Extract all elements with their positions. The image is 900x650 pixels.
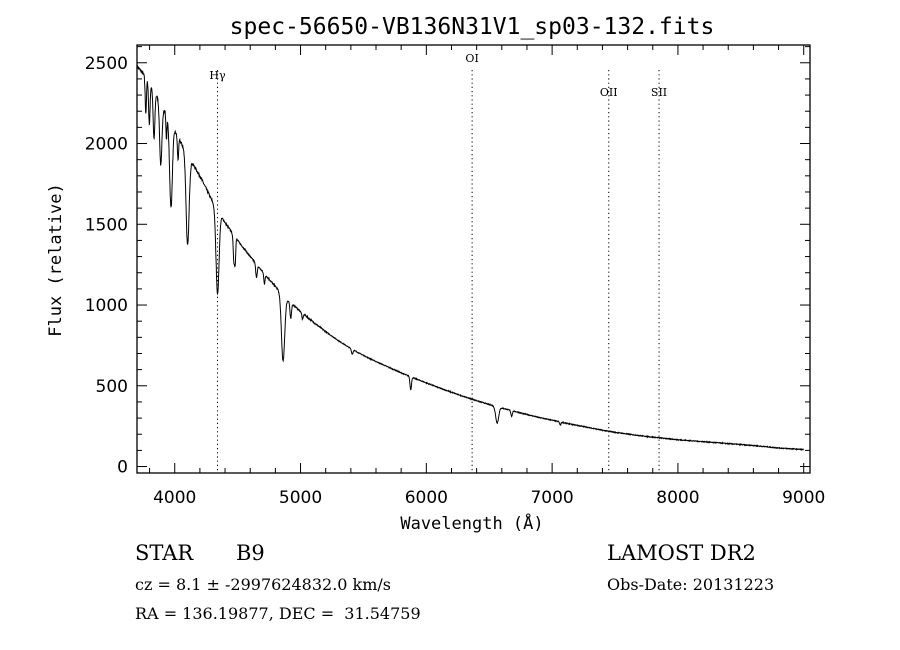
y-tick-label: 1000 (85, 296, 128, 316)
line-marker-label: SII (651, 86, 667, 99)
spectral-subclass: B9 (236, 541, 265, 565)
redshift-info: cz = 8.1 ± -2997624832.0 km/s (135, 575, 392, 594)
y-tick-label: 1500 (85, 215, 128, 235)
line-marker-label: OII (600, 86, 618, 99)
chart-title: spec-56650-VB136N31V1_sp03-132.fits (230, 14, 715, 40)
spectral-class: STAR (135, 541, 194, 565)
y-tick-label: 500 (96, 377, 128, 397)
x-tick-label: 7000 (530, 488, 573, 508)
coordinates: RA = 136.19877, DEC = 31.54759 (135, 604, 421, 623)
axis-ticks: 4000 5000 6000 7000 8000 9000 0 500 1000 1500 2000… (85, 45, 825, 508)
x-tick-label: 8000 (656, 488, 699, 508)
y-tick-label: 2000 (85, 135, 128, 155)
line-marker-label: Hγ (209, 69, 226, 82)
line-markers: Hγ OI OII SII (209, 52, 667, 473)
x-tick-label: 4000 (153, 488, 196, 508)
x-axis-label: Wavelength (Å) (400, 512, 543, 534)
y-tick-label: 2500 (85, 54, 128, 74)
spectrum-series-line (136, 65, 804, 452)
line-marker-label: OI (465, 52, 478, 65)
x-tick-label: 5000 (279, 488, 322, 508)
survey-name: LAMOST DR2 (607, 541, 756, 565)
observation-date: Obs-Date: 20131223 (607, 575, 775, 594)
x-tick-label: 9000 (782, 488, 825, 508)
y-axis-label: Flux (relative) (46, 183, 66, 337)
plot-frame (136, 44, 811, 474)
y-tick-label: 0 (117, 458, 128, 478)
x-tick-label: 6000 (405, 488, 448, 508)
